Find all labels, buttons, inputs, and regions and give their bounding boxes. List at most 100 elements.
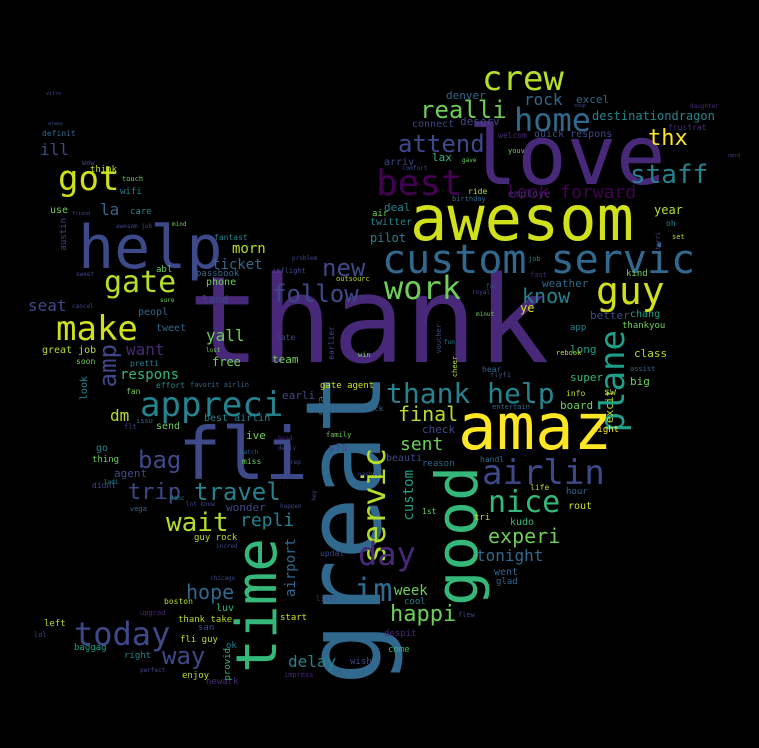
word-head: head bbox=[278, 435, 293, 442]
word-travel: travel bbox=[194, 478, 281, 506]
word-danc: danc bbox=[170, 495, 185, 502]
word-way: way bbox=[162, 642, 206, 670]
word-employe: employe bbox=[508, 189, 551, 200]
word-come: come bbox=[388, 645, 410, 655]
word-denver: denver bbox=[446, 89, 486, 102]
word-airlin: airlin bbox=[482, 453, 605, 493]
word-flew: flew bbox=[458, 611, 475, 619]
word-chang: chang bbox=[630, 309, 661, 320]
word-life: life bbox=[530, 483, 550, 492]
word-1st: 1st bbox=[422, 507, 437, 516]
word-crew: crew bbox=[482, 59, 564, 99]
word-problem: problem bbox=[292, 255, 318, 262]
word-make: make bbox=[56, 309, 138, 349]
word-check: check bbox=[422, 423, 456, 436]
word-voucher: voucher bbox=[435, 324, 443, 354]
word-sw: sw bbox=[604, 387, 617, 398]
word-custom-servic: custom servic bbox=[382, 237, 696, 283]
word-miss: miss bbox=[242, 457, 262, 466]
word-rout: rout bbox=[568, 501, 593, 512]
word-year: year bbox=[654, 203, 683, 217]
word-frustrat: frustrat bbox=[668, 123, 707, 132]
word-thankyou: thankyou bbox=[622, 321, 666, 331]
word-want: want bbox=[126, 340, 165, 359]
word-wish: wish bbox=[350, 657, 372, 667]
word-seat: seat bbox=[28, 296, 67, 315]
word-appreci: appreci bbox=[140, 385, 284, 425]
word-vitro: vitro bbox=[46, 91, 62, 97]
word-minut: minut bbox=[476, 311, 495, 318]
word-thank-help: thank help bbox=[386, 377, 555, 410]
word-deserv: deserv bbox=[460, 115, 500, 128]
word-far: far bbox=[486, 283, 497, 290]
word-twitter: twitter bbox=[370, 217, 413, 228]
word-youv: youv bbox=[508, 147, 525, 155]
word-yall: yall bbox=[206, 326, 245, 345]
word-love: love bbox=[468, 109, 666, 204]
word-day: day bbox=[358, 535, 416, 573]
word-effort: effort bbox=[156, 381, 185, 390]
word-look-forward: look forward bbox=[506, 182, 637, 203]
word-board: board bbox=[560, 399, 594, 412]
word-nerd: nerd bbox=[728, 153, 741, 159]
word-today: today bbox=[74, 615, 171, 653]
word-info: info bbox=[566, 389, 586, 398]
word-impress: impress bbox=[284, 671, 314, 679]
word-terri: terri bbox=[655, 232, 662, 251]
word-happen: happen bbox=[280, 503, 302, 510]
word-night: night bbox=[592, 425, 620, 435]
word-soup: soup bbox=[574, 103, 587, 109]
word-app: app bbox=[570, 323, 587, 333]
word-amp: amp bbox=[94, 344, 122, 388]
word-morn: morn bbox=[232, 241, 266, 257]
word-class: class bbox=[634, 347, 668, 360]
word-work: work bbox=[384, 269, 462, 307]
word-lost: lost bbox=[206, 347, 221, 354]
word-cool: cool bbox=[404, 597, 426, 607]
word-handl: handl bbox=[480, 455, 505, 464]
word-wonder: wonder bbox=[226, 501, 266, 514]
word-follow: follow bbox=[272, 280, 359, 308]
word-alway: alway bbox=[48, 121, 64, 127]
word-ladi: ladi bbox=[104, 479, 119, 486]
word-kind: kind bbox=[626, 269, 648, 279]
word-lol: lol bbox=[34, 631, 47, 639]
word-hope: hope bbox=[186, 580, 235, 604]
word-sweet: sweet bbox=[76, 271, 95, 278]
word-staff: staff bbox=[630, 160, 709, 190]
word-left: left bbox=[44, 619, 66, 629]
word-lax: lax bbox=[432, 151, 452, 164]
word-lot-know: lot know bbox=[186, 501, 215, 508]
word-watch: watch bbox=[240, 449, 259, 456]
word-san: san bbox=[198, 623, 215, 633]
word-went: went bbox=[494, 567, 519, 578]
word-upgrad: upgrad bbox=[140, 609, 166, 617]
word-super: super bbox=[570, 371, 604, 384]
word-fun: fun bbox=[444, 339, 455, 346]
word-quick: quick bbox=[362, 405, 384, 413]
word-amaz: amaz bbox=[458, 391, 613, 465]
word-glad: glad bbox=[496, 577, 518, 587]
word-earlier: earlier bbox=[327, 326, 336, 360]
word-go: go bbox=[96, 443, 109, 454]
word-respons: respons bbox=[120, 367, 180, 383]
word-royal: royal bbox=[472, 289, 491, 296]
word-favorit-airlin: favorit airlin bbox=[190, 381, 250, 389]
word-use: use bbox=[50, 205, 69, 216]
word-newark: newark bbox=[206, 677, 239, 687]
word-nashvil: nashvil bbox=[358, 471, 384, 478]
word-flt: flt bbox=[124, 423, 137, 431]
word-start: start bbox=[280, 613, 308, 623]
word-daughter: daughter bbox=[690, 103, 719, 110]
word-thank-take: thank take bbox=[178, 615, 233, 625]
word-perfect: perfect bbox=[140, 667, 166, 674]
word-ye: ye bbox=[520, 301, 535, 315]
word-fli: fli bbox=[178, 412, 309, 496]
word-better: better bbox=[590, 309, 630, 322]
word-custom: custom bbox=[401, 470, 417, 521]
word-updat: updat bbox=[320, 549, 345, 558]
word-passbook: passbook bbox=[196, 269, 240, 279]
word-send: send bbox=[156, 421, 181, 432]
word-baggag: baggag bbox=[74, 643, 107, 653]
